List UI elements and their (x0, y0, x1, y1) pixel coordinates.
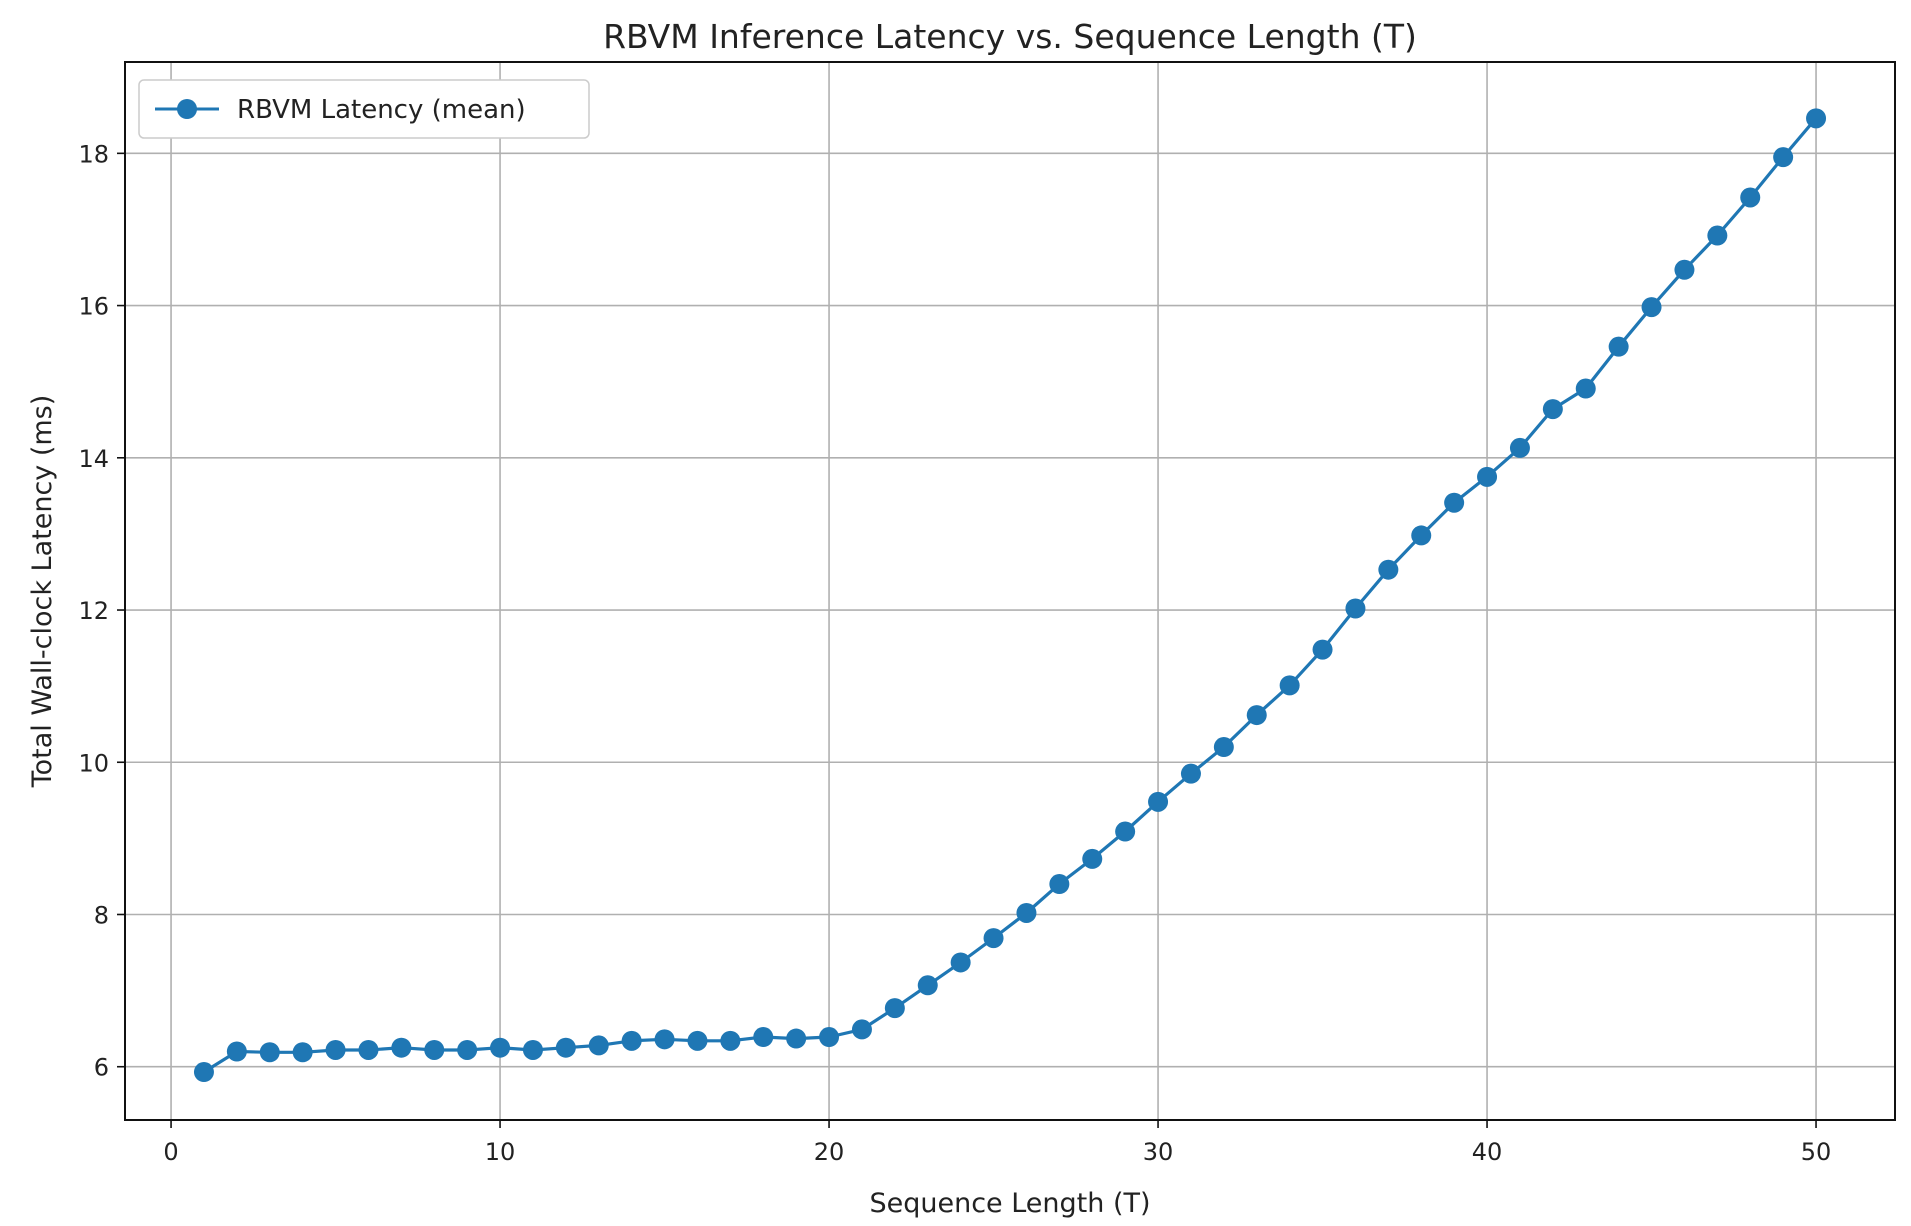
data-point (720, 1030, 741, 1051)
data-point (1608, 336, 1629, 357)
x-axis-title: Sequence Length (T) (869, 1188, 1150, 1219)
data-point (983, 928, 1004, 949)
data-point (1345, 598, 1366, 619)
y-tick-label: 10 (78, 749, 109, 777)
data-point (424, 1039, 445, 1060)
plot-frame (124, 61, 1896, 1121)
x-tick-label: 40 (1472, 1138, 1503, 1166)
data-point (786, 1028, 807, 1049)
x-tick-label: 0 (163, 1138, 178, 1166)
data-point (1279, 675, 1300, 696)
data-point (1641, 297, 1662, 318)
data-point (884, 998, 905, 1019)
data-point (588, 1035, 609, 1056)
data-point (950, 952, 971, 973)
data-point (325, 1039, 346, 1060)
y-tick-label: 14 (78, 445, 109, 473)
data-point (226, 1041, 247, 1062)
legend-label: RBVM Latency (mean) (237, 95, 526, 125)
data-point (1477, 466, 1498, 487)
data-point (1674, 259, 1695, 280)
data-point (391, 1037, 412, 1058)
y-tick-label: 6 (94, 1054, 109, 1082)
data-point (1773, 147, 1794, 168)
data-point (457, 1039, 478, 1060)
y-tick-label: 8 (94, 901, 109, 929)
data-point (753, 1027, 774, 1048)
legend: RBVM Latency (mean) (138, 79, 590, 139)
data-point (1016, 902, 1037, 923)
data-point (1049, 874, 1070, 895)
data-point (1542, 399, 1563, 420)
data-point (917, 975, 938, 996)
data-point (1707, 225, 1728, 246)
legend-box (138, 79, 590, 139)
data-point (1806, 108, 1827, 129)
x-tick-label: 20 (814, 1138, 845, 1166)
series-line (203, 117, 1818, 1074)
legend-marker-swatch (177, 99, 197, 119)
data-point (851, 1019, 872, 1040)
data-point (555, 1037, 576, 1058)
data-point (259, 1042, 280, 1063)
grid-lines (125, 62, 1895, 1120)
data-point (1740, 187, 1761, 208)
y-tick-label: 12 (78, 597, 109, 625)
x-tick-label: 50 (1801, 1138, 1832, 1166)
data-point (1180, 763, 1201, 784)
chart-title: RBVM Inference Latency vs. Sequence Leng… (603, 17, 1417, 56)
data-point (522, 1039, 543, 1060)
x-tick-label: 30 (1143, 1138, 1174, 1166)
axis-ticks: 0 10 20 30 40 50 6 8 10 12 14 16 18 (78, 140, 1831, 1166)
data-point (1082, 848, 1103, 869)
data-point (1411, 525, 1432, 546)
data-point (490, 1037, 511, 1058)
data-point (1148, 791, 1169, 812)
data-point (292, 1042, 313, 1063)
data-point (1246, 705, 1267, 726)
series-layer (193, 108, 1827, 1083)
data-point (1575, 378, 1596, 399)
data-point (1312, 639, 1333, 660)
data-point (621, 1030, 642, 1051)
data-point (1444, 492, 1465, 513)
x-tick-label: 10 (485, 1138, 516, 1166)
data-point (358, 1039, 379, 1060)
data-point (687, 1030, 708, 1051)
data-point (654, 1029, 675, 1050)
data-point (1378, 559, 1399, 580)
data-point (1213, 737, 1234, 758)
y-tick-label: 18 (78, 140, 109, 168)
data-point (193, 1062, 214, 1083)
data-point (819, 1027, 840, 1048)
y-axis-title: Total Wall-clock Latency (ms) (27, 395, 58, 789)
data-point (1509, 437, 1530, 458)
data-point (1115, 821, 1136, 842)
y-tick-label: 16 (78, 293, 109, 321)
